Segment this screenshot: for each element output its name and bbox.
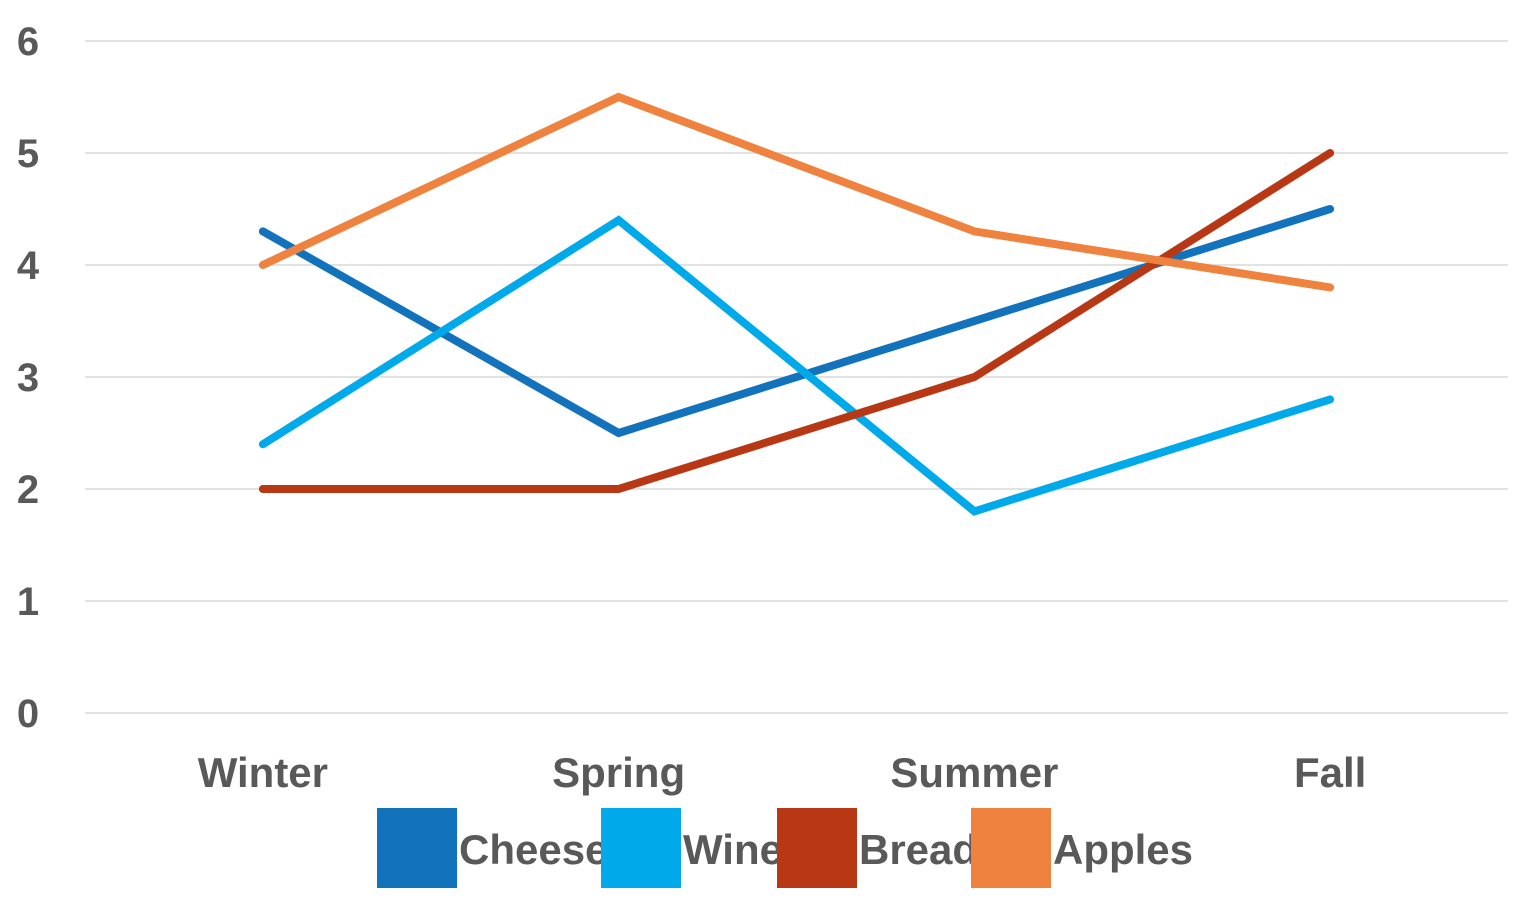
x-tick-label: Summer <box>890 749 1058 796</box>
y-tick-label: 0 <box>17 692 39 736</box>
legend-swatch-bread <box>777 808 857 888</box>
x-tick-label: Winter <box>198 749 328 796</box>
legend-label-bread: Bread <box>859 826 978 873</box>
legend-label-wine: Wine <box>683 826 783 873</box>
series-line-wine <box>258 215 1335 516</box>
y-tick-label: 6 <box>17 20 39 64</box>
y-tick-label: 3 <box>17 356 39 400</box>
series-line-bread <box>258 149 1335 493</box>
legend: Cheese Wine Bread Apples <box>377 808 1193 888</box>
x-axis-tick-labels: Winter Spring Summer Fall <box>198 749 1367 796</box>
y-tick-label: 1 <box>17 580 39 624</box>
series-line-apples <box>258 92 1335 292</box>
series-lines <box>258 92 1335 516</box>
x-tick-label: Fall <box>1294 749 1366 796</box>
y-tick-label: 5 <box>17 132 39 176</box>
y-tick-label: 4 <box>17 244 40 288</box>
legend-swatch-apples <box>971 808 1051 888</box>
y-axis-tick-labels: 0 1 2 3 4 5 6 <box>17 20 40 736</box>
legend-swatch-wine <box>601 808 681 888</box>
legend-label-cheese: Cheese <box>459 826 608 873</box>
legend-label-apples: Apples <box>1053 826 1193 873</box>
legend-swatch-cheese <box>377 808 457 888</box>
y-tick-label: 2 <box>17 468 39 512</box>
x-tick-label: Spring <box>552 749 685 796</box>
series-line-cheese <box>258 205 1335 438</box>
